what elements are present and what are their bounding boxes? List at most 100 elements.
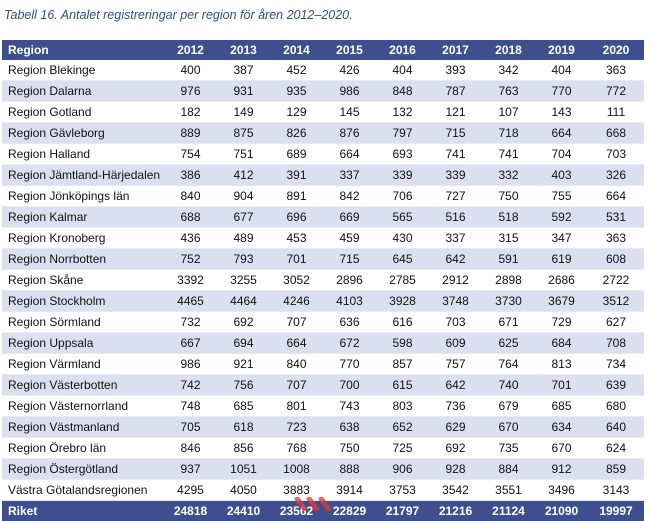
- region-name: Region Skåne: [2, 270, 164, 291]
- value-cell: 701: [535, 375, 588, 396]
- value-cell: 725: [376, 438, 429, 459]
- region-name: Region Halland: [2, 144, 164, 165]
- value-cell: 2898: [482, 270, 535, 291]
- value-cell: 693: [376, 144, 429, 165]
- value-cell: 723: [270, 417, 323, 438]
- value-cell: 452: [270, 60, 323, 81]
- value-cell: 754: [164, 144, 217, 165]
- value-cell: 704: [535, 144, 588, 165]
- total-label: Riket: [2, 501, 164, 521]
- region-name: Region Kalmar: [2, 207, 164, 228]
- value-cell: 889: [164, 123, 217, 144]
- value-cell: 750: [323, 438, 376, 459]
- region-name: Region Gävleborg: [2, 123, 164, 144]
- total-value: 19997: [588, 501, 644, 521]
- value-cell: 1008: [270, 459, 323, 480]
- value-cell: 625: [482, 333, 535, 354]
- value-cell: 740: [482, 375, 535, 396]
- value-cell: 664: [535, 123, 588, 144]
- value-cell: 627: [588, 312, 644, 333]
- value-cell: 3928: [376, 291, 429, 312]
- value-cell: 639: [588, 375, 644, 396]
- region-name: Region Uppsala: [2, 333, 164, 354]
- value-cell: 531: [588, 207, 644, 228]
- value-cell: 935: [270, 81, 323, 102]
- value-cell: 3679: [535, 291, 588, 312]
- value-cell: 638: [323, 417, 376, 438]
- value-cell: 111: [588, 102, 644, 123]
- value-cell: 2785: [376, 270, 429, 291]
- value-cell: 363: [588, 228, 644, 249]
- value-cell: 986: [323, 81, 376, 102]
- value-cell: 393: [429, 60, 482, 81]
- value-cell: 2912: [429, 270, 482, 291]
- region-name: Region Gotland: [2, 102, 164, 123]
- value-cell: 751: [217, 144, 270, 165]
- value-cell: 182: [164, 102, 217, 123]
- total-value: 21090: [535, 501, 588, 521]
- value-cell: 3052: [270, 270, 323, 291]
- value-cell: 846: [164, 438, 217, 459]
- value-cell: 634: [535, 417, 588, 438]
- value-cell: 734: [588, 354, 644, 375]
- value-cell: 928: [429, 459, 482, 480]
- value-cell: 692: [217, 312, 270, 333]
- header-region: Region: [2, 40, 164, 60]
- value-cell: 685: [217, 396, 270, 417]
- header-year: 2018: [482, 40, 535, 60]
- value-cell: 143: [535, 102, 588, 123]
- value-cell: 347: [535, 228, 588, 249]
- value-cell: 404: [535, 60, 588, 81]
- value-cell: 770: [535, 81, 588, 102]
- value-cell: 592: [535, 207, 588, 228]
- value-cell: 107: [482, 102, 535, 123]
- value-cell: 736: [429, 396, 482, 417]
- value-cell: 615: [376, 375, 429, 396]
- region-name: Region Västmanland: [2, 417, 164, 438]
- total-value: 21797: [376, 501, 429, 521]
- value-cell: 707: [270, 312, 323, 333]
- value-cell: 763: [482, 81, 535, 102]
- region-name: Region Sörmland: [2, 312, 164, 333]
- value-cell: 315: [482, 228, 535, 249]
- header-year: 2020: [588, 40, 644, 60]
- value-cell: 706: [376, 186, 429, 207]
- value-cell: 403: [535, 165, 588, 186]
- value-cell: 755: [535, 186, 588, 207]
- value-cell: 859: [588, 459, 644, 480]
- value-cell: 729: [535, 312, 588, 333]
- value-cell: 715: [429, 123, 482, 144]
- value-cell: 3496: [535, 480, 588, 501]
- value-cell: 4295: [164, 480, 217, 501]
- value-cell: 770: [323, 354, 376, 375]
- value-cell: 640: [588, 417, 644, 438]
- value-cell: 386: [164, 165, 217, 186]
- header-year: 2013: [217, 40, 270, 60]
- value-cell: 743: [323, 396, 376, 417]
- value-cell: 742: [164, 375, 217, 396]
- value-cell: 803: [376, 396, 429, 417]
- value-cell: 3748: [429, 291, 482, 312]
- value-cell: 689: [270, 144, 323, 165]
- value-cell: 692: [429, 438, 482, 459]
- header-year: 2012: [164, 40, 217, 60]
- value-cell: 3730: [482, 291, 535, 312]
- value-cell: 813: [535, 354, 588, 375]
- value-cell: 132: [376, 102, 429, 123]
- value-cell: 339: [429, 165, 482, 186]
- value-cell: 694: [217, 333, 270, 354]
- value-cell: 3392: [164, 270, 217, 291]
- value-cell: 757: [429, 354, 482, 375]
- value-cell: 404: [376, 60, 429, 81]
- value-cell: 741: [482, 144, 535, 165]
- value-cell: 986: [164, 354, 217, 375]
- value-cell: 826: [270, 123, 323, 144]
- header-year: 2014: [270, 40, 323, 60]
- value-cell: 609: [429, 333, 482, 354]
- value-cell: 735: [482, 438, 535, 459]
